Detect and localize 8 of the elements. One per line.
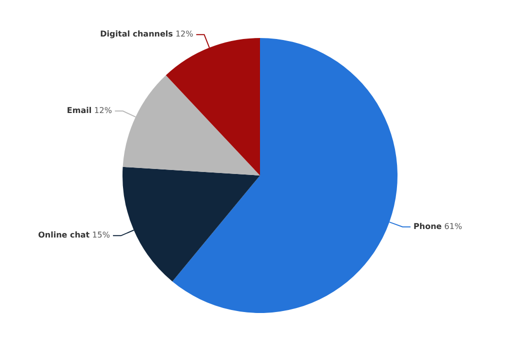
slice-label: Phone	[414, 222, 442, 231]
data-label: 12%	[172, 30, 194, 39]
slice-label: Email	[66, 106, 92, 116]
slice-label: Digital channels	[100, 30, 174, 39]
data-label: 61%	[442, 222, 462, 231]
slice-label: Online chat	[38, 230, 90, 240]
data-label: 12%	[92, 106, 112, 116]
data-label: 15%	[90, 230, 110, 240]
